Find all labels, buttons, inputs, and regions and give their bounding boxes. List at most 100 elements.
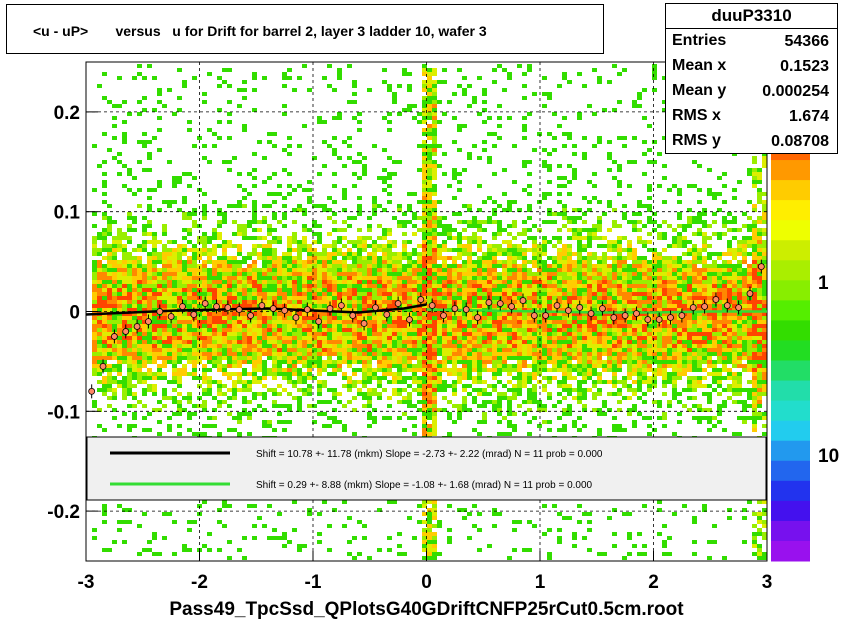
heatmap-cell — [162, 232, 167, 236]
heatmap-cell — [367, 332, 372, 336]
heatmap-cell — [412, 260, 417, 264]
heatmap-cell — [332, 304, 337, 308]
heatmap-cell — [547, 396, 552, 400]
heatmap-cell — [252, 364, 257, 368]
heatmap-cell — [352, 384, 357, 388]
heatmap-cell — [577, 364, 582, 368]
heatmap-cell — [257, 228, 262, 232]
heatmap-cell — [392, 256, 397, 260]
heatmap-cell — [257, 292, 262, 296]
heatmap-cell — [92, 352, 97, 356]
heatmap-cell — [152, 248, 157, 252]
heatmap-cell — [397, 224, 402, 228]
heatmap-cell — [112, 396, 117, 400]
heatmap-cell — [272, 336, 277, 340]
heatmap-cell — [197, 304, 202, 308]
heatmap-cell — [192, 332, 197, 336]
heatmap-cell — [552, 348, 557, 352]
heatmap-cell — [287, 312, 292, 316]
heatmap-cell — [97, 320, 102, 324]
heatmap-cell — [242, 348, 247, 352]
heatmap-cell — [212, 316, 217, 320]
heatmap-cell — [292, 220, 297, 224]
heatmap-cell — [357, 204, 362, 208]
heatmap-cell — [427, 312, 432, 316]
heatmap-cell — [437, 336, 442, 340]
heatmap-cell — [432, 532, 437, 536]
heatmap-cell — [477, 236, 482, 240]
heatmap-cell — [437, 408, 442, 412]
heatmap-cell — [272, 236, 277, 240]
heatmap-cell — [342, 524, 347, 528]
heatmap-cell — [167, 344, 172, 348]
heatmap-cell — [547, 324, 552, 328]
heatmap-cell — [447, 288, 452, 292]
heatmap-cell — [432, 336, 437, 340]
heatmap-cell — [522, 412, 527, 416]
heatmap-cell — [402, 68, 407, 72]
heatmap-cell — [232, 328, 237, 332]
heatmap-cell — [162, 284, 167, 288]
heatmap-cell — [422, 336, 427, 340]
heatmap-cell — [192, 288, 197, 292]
heatmap-cell — [407, 292, 412, 296]
heatmap-cell — [237, 324, 242, 328]
heatmap-cell — [102, 212, 107, 216]
heatmap-cell — [202, 312, 207, 316]
heatmap-cell — [457, 300, 462, 304]
heatmap-cell — [497, 408, 502, 412]
heatmap-cell — [482, 364, 487, 368]
heatmap-cell — [482, 88, 487, 92]
heatmap-cell — [262, 204, 267, 208]
heatmap-cell — [222, 280, 227, 284]
heatmap-cell — [377, 296, 382, 300]
heatmap-cell — [282, 368, 287, 372]
heatmap-cell — [467, 264, 472, 268]
heatmap-cell — [232, 320, 237, 324]
heatmap-cell — [322, 292, 327, 296]
heatmap-cell — [327, 400, 332, 404]
heatmap-cell — [187, 360, 192, 364]
heatmap-cell — [147, 344, 152, 348]
heatmap-cell — [377, 328, 382, 332]
heatmap-cell — [422, 372, 427, 376]
heatmap-cell — [412, 232, 417, 236]
heatmap-cell — [402, 356, 407, 360]
heatmap-cell — [407, 332, 412, 336]
heatmap-cell — [247, 324, 252, 328]
heatmap-cell — [362, 292, 367, 296]
heatmap-cell — [557, 344, 562, 348]
heatmap-cell — [182, 324, 187, 328]
heatmap-cell — [217, 404, 222, 408]
heatmap-cell — [177, 344, 182, 348]
heatmap-cell — [212, 132, 217, 136]
heatmap-cell — [192, 300, 197, 304]
heatmap-cell — [432, 272, 437, 276]
heatmap-cell — [422, 204, 427, 208]
heatmap-cell — [407, 272, 412, 276]
heatmap-cell — [537, 340, 542, 344]
heatmap-cell — [332, 360, 337, 364]
heatmap-cell — [227, 100, 232, 104]
heatmap-cell — [347, 400, 352, 404]
heatmap-cell — [542, 272, 547, 276]
heatmap-cell — [102, 352, 107, 356]
heatmap-cell — [257, 352, 262, 356]
heatmap-cell — [162, 372, 167, 376]
heatmap-cell — [522, 332, 527, 336]
heatmap-cell — [227, 332, 232, 336]
heatmap-cell — [127, 392, 132, 396]
heatmap-cell — [237, 376, 242, 380]
heatmap-cell — [562, 272, 567, 276]
heatmap-cell — [437, 284, 442, 288]
heatmap-cell — [322, 312, 327, 316]
heatmap-cell — [457, 376, 462, 380]
heatmap-cell — [192, 412, 197, 416]
heatmap-cell — [477, 352, 482, 356]
heatmap-cell — [477, 328, 482, 332]
heatmap-cell — [127, 216, 132, 220]
heatmap-cell — [372, 312, 377, 316]
heatmap-cell — [472, 364, 477, 368]
heatmap-cell — [227, 404, 232, 408]
heatmap-cell — [427, 424, 432, 428]
